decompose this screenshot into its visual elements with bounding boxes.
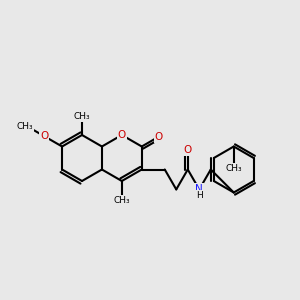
Text: CH₃: CH₃ <box>74 112 90 121</box>
Text: O: O <box>118 130 126 140</box>
Text: N: N <box>195 184 203 194</box>
Text: O: O <box>40 131 48 141</box>
Text: CH₃: CH₃ <box>113 196 130 205</box>
Text: O: O <box>184 145 192 155</box>
Text: H: H <box>196 191 202 200</box>
Text: CH₃: CH₃ <box>225 164 242 172</box>
Text: O: O <box>154 132 163 142</box>
Text: CH₃: CH₃ <box>17 122 34 131</box>
